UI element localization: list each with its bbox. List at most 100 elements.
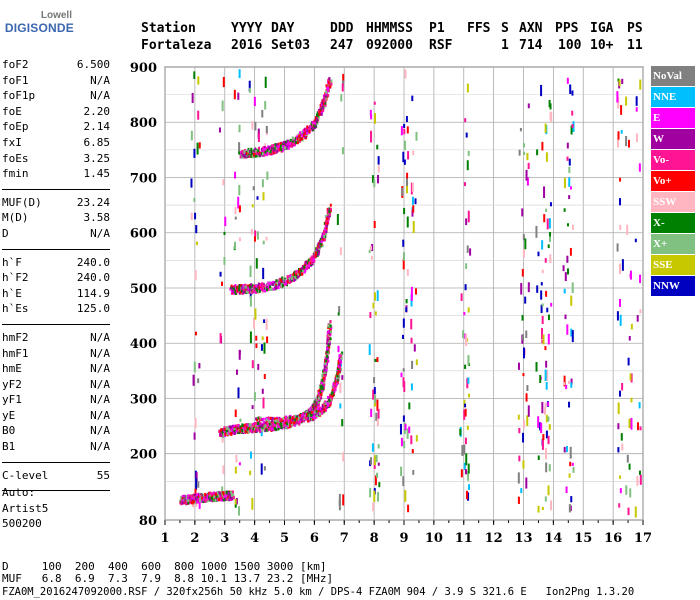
trace-point [300,417,303,421]
trace-point [329,330,332,334]
trace-point [252,289,255,293]
trace-point [310,415,313,419]
trace-point [261,418,264,422]
echo-point [257,132,260,139]
trace-point [316,119,319,123]
trace-point [259,416,262,420]
trace-point [315,413,318,417]
trace-point [306,129,309,133]
trace-point [257,284,260,288]
trace-point [202,495,205,499]
trace-point [286,425,289,429]
trace-point [293,415,296,419]
trace-point [210,496,213,500]
trace-point [317,398,320,402]
trace-point [267,285,270,289]
trace-point [302,416,305,420]
echo-point [414,198,417,205]
trace-point [314,416,317,420]
trace-point [220,498,223,502]
echo-point [569,84,572,94]
trace-point [231,426,234,430]
trace-point [292,140,295,144]
trace-point [329,324,332,328]
trace-point [299,412,302,416]
trace-point [324,356,327,360]
trace-point [235,288,238,292]
param-name: C-level [2,468,49,482]
trace-point [244,283,247,287]
trace-point [279,420,282,424]
trace-point [321,377,324,381]
param-value: N/A [90,226,110,240]
trace-point [295,275,298,279]
trace-point [268,284,271,288]
trace-point [321,236,324,240]
trace-point [323,401,326,405]
trace-point [193,499,196,503]
echo-point [411,207,414,212]
trace-point [205,496,208,500]
trace-point [231,289,234,293]
echo-point [402,415,405,422]
trace-point [203,493,206,497]
trace-point [267,421,270,425]
trace-point [336,370,339,374]
echo-point [219,271,222,277]
trace-point [319,406,322,410]
trace-point [336,380,339,384]
trace-point [247,147,250,151]
trace-point [299,415,302,419]
trace-point [234,286,237,290]
trace-point [227,427,230,431]
trace-point [308,412,311,416]
trace-point [320,238,323,242]
trace-point [281,422,284,426]
trace-point [305,132,308,136]
trace-point [327,351,330,355]
echo-point [400,372,403,378]
trace-point [328,79,331,83]
trace-point [263,287,266,291]
trace-point [308,408,311,412]
trace-point [327,87,330,91]
trace-point [321,244,324,248]
x-tick-label: 5 [280,531,289,546]
echo-point [621,443,624,451]
trace-point [201,497,204,501]
trace-point [223,491,226,495]
echo-point [193,148,196,158]
trace-point [320,381,323,385]
trace-point [210,495,213,499]
trace-point [264,424,267,428]
trace-point [262,423,265,427]
trace-point [302,419,305,423]
trace-point [287,421,290,425]
trace-point [268,287,271,291]
trace-point [186,495,189,499]
trace-point [213,498,216,502]
trace-point [329,395,332,399]
trace-point [329,330,332,334]
trace-point [249,151,252,155]
trace-point [256,289,259,293]
echo-point [544,448,547,460]
divider [2,456,110,463]
trace-point [317,116,320,120]
trace-point [268,423,271,427]
echo-point [523,143,526,148]
trace-point [230,495,233,499]
trace-point [333,389,336,393]
trace-point [298,137,301,141]
trace-point [326,215,329,219]
trace-point [263,423,266,427]
echo-point [249,287,252,299]
trace-point [246,426,249,430]
echo-point [569,247,572,256]
trace-point [306,266,309,270]
trace-point [280,143,283,147]
trace-point [334,388,337,392]
trace-point [318,401,321,405]
echo-point [265,318,268,331]
trace-point [259,153,262,157]
